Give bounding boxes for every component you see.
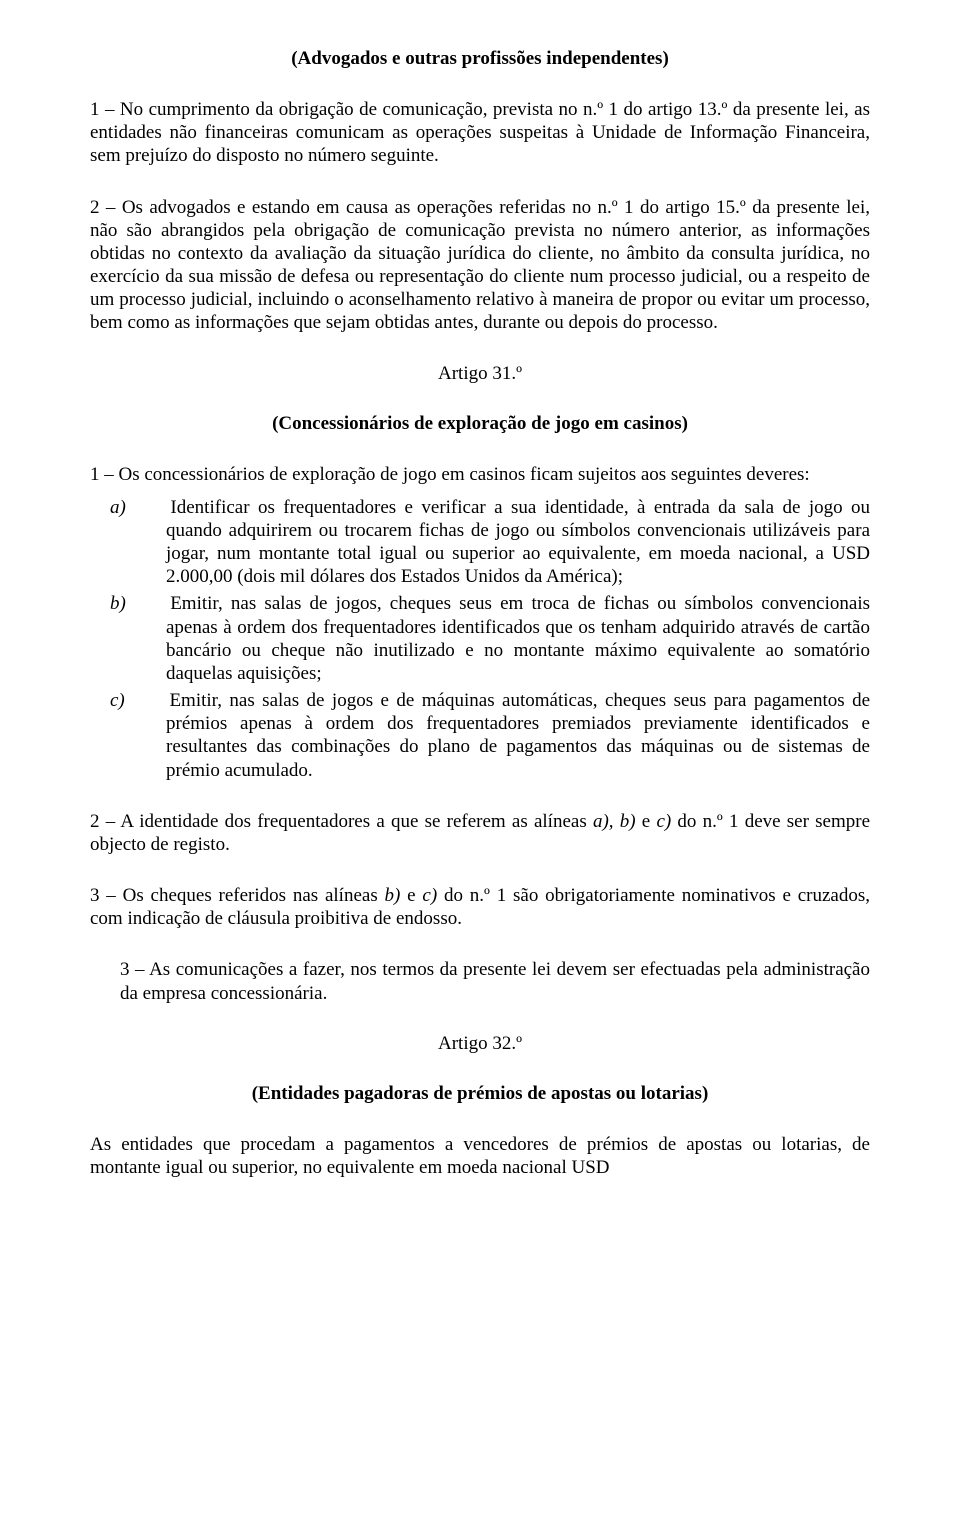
list-text-b: Emitir, nas salas de jogos, cheques seus…	[166, 593, 870, 684]
section-heading-concessionarios: (Concessionários de exploração de jogo e…	[90, 413, 870, 435]
list-marker-a: a)	[138, 496, 162, 519]
list-marker-b: b)	[138, 592, 162, 615]
list-text-a: Identificar os frequentadores e verifica…	[166, 497, 870, 588]
document-page: (Advogados e outras profissões independe…	[0, 0, 960, 1219]
list-item: a) Identificar os frequentadores e verif…	[90, 496, 870, 589]
paragraph-3: 1 – Os concessionários de exploração de …	[90, 463, 870, 486]
paragraph-5: 3 – Os cheques referidos nas alíneas b) …	[90, 884, 870, 930]
list-item: c) Emitir, nas salas de jogos e de máqui…	[90, 689, 870, 782]
paragraph-6: 3 – As comunicações a fazer, nos termos …	[90, 958, 870, 1004]
paragraph-4: 2 – A identidade dos frequentadores a qu…	[90, 810, 870, 856]
list-text-c: Emitir, nas salas de jogos e de máquinas…	[166, 690, 870, 781]
article-31-heading: Artigo 31.º	[90, 363, 870, 385]
list-item: b) Emitir, nas salas de jogos, cheques s…	[90, 592, 870, 685]
lettered-list: a) Identificar os frequentadores e verif…	[90, 496, 870, 782]
list-marker-c: c)	[138, 689, 162, 712]
paragraph-1: 1 – No cumprimento da obrigação de comun…	[90, 98, 870, 168]
paragraph-7: As entidades que procedam a pagamentos a…	[90, 1133, 870, 1179]
section-heading-advogados: (Advogados e outras profissões independe…	[90, 48, 870, 70]
article-32-heading: Artigo 32.º	[90, 1033, 870, 1055]
paragraph-2: 2 – Os advogados e estando em causa as o…	[90, 196, 870, 335]
section-heading-entidades: (Entidades pagadoras de prémios de apost…	[90, 1083, 870, 1105]
